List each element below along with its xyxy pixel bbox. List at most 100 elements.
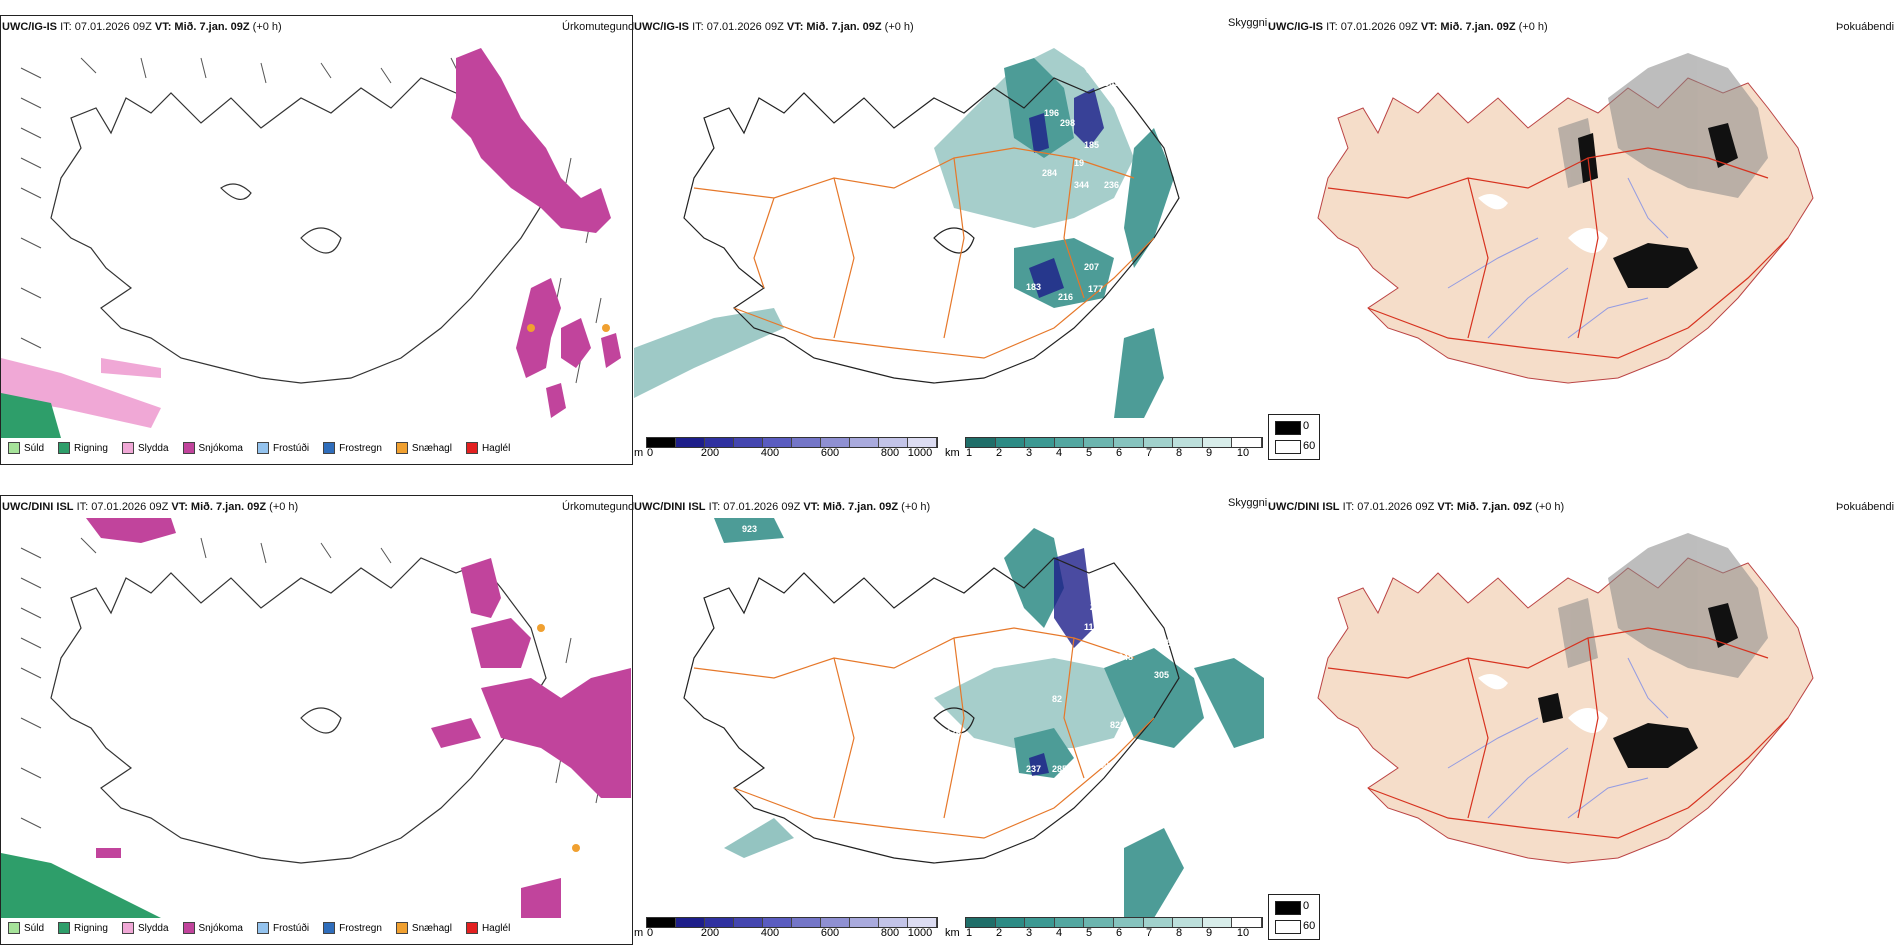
valid-time: Mið. 7.jan. 09Z xyxy=(822,501,899,513)
cloud-base-labels: 549 509 196 298 185 19 284 344 236 236 8… xyxy=(1026,65,1244,380)
legend-label: Slydda xyxy=(137,922,169,934)
haglel-swatch xyxy=(465,922,478,934)
rivers xyxy=(1447,177,1669,339)
panel-title-visibility-row2: Skyggni xyxy=(1228,497,1268,509)
legend-item-slydda: Slydda xyxy=(121,440,169,456)
cloud-label: 509 xyxy=(1104,78,1119,88)
slydda-swatch xyxy=(121,442,134,454)
cloud-label: 844 xyxy=(1166,370,1181,380)
legend-label: Rigning xyxy=(74,922,108,934)
legend-label: Súld xyxy=(24,442,45,454)
vis-bar-tick: 8 xyxy=(1175,447,1183,459)
valid-label: VT: xyxy=(171,501,188,513)
visibility-colorbar-row1: km 1 2 3 4 5 6 7 8 9 10 xyxy=(945,437,1265,467)
vis-bar-tick: 3 xyxy=(1025,927,1033,939)
fog-legend-row1: 0 60 xyxy=(1268,414,1320,460)
legend-item-frostudi: Frostúði xyxy=(256,920,309,936)
cloud-label: 216 xyxy=(1058,292,1073,302)
cloud-bar-tick: 1000 xyxy=(907,927,933,939)
legend-item-sudd: Súld xyxy=(8,920,44,936)
model-name: UWC/IG-IS xyxy=(634,21,689,33)
panel-title-fog-row2: Þokuábendi xyxy=(1836,501,1895,513)
visibility-areas xyxy=(714,518,1264,918)
roads xyxy=(1327,627,1789,839)
legend-item-haglel: Haglél xyxy=(465,920,511,936)
vis-bar-tick: 2 xyxy=(995,927,1003,939)
panel-header-row2-p1: UWC/DINI ISL IT: 07.01.2026 09Z VT: Mið.… xyxy=(2,501,298,513)
precip-type-panel-row1 xyxy=(0,15,633,465)
cloud-bar-unit: m xyxy=(634,927,644,939)
valid-label: VT: xyxy=(803,501,820,513)
cloud-label: 285 xyxy=(1052,764,1067,774)
legend-item-frostregn: Frostregn xyxy=(323,440,382,456)
vis-bar-tick: 7 xyxy=(1145,447,1153,459)
fog-legend-row2: 0 60 xyxy=(1268,894,1320,940)
panel-header-row2-p2: UWC/DINI ISL IT: 07.01.2026 09Z VT: Mið.… xyxy=(634,501,930,513)
valid-label: VT: xyxy=(1420,21,1438,33)
legend-item-snjokoma: Snjókoma xyxy=(182,920,243,936)
cloud-bar-tick: 0 xyxy=(646,447,654,459)
cloud-base-colorbar-strip xyxy=(646,917,938,928)
cloud-label: 177 xyxy=(1088,284,1103,294)
model-name: UWC/IG-IS xyxy=(2,21,57,33)
fog-map-row1 xyxy=(1317,53,1814,384)
legend-label: Frostregn xyxy=(339,922,382,934)
panel-title-visibility-row1: Skyggni xyxy=(1228,17,1268,29)
road-network xyxy=(693,147,1155,359)
low-cloud-areas xyxy=(1029,548,1094,776)
fog-dark-areas xyxy=(1538,603,1738,768)
vis-bar-tick: 8 xyxy=(1175,927,1183,939)
valid-label: VT: xyxy=(786,21,804,33)
legend-item-haglel: Haglél xyxy=(465,440,511,456)
cloud-label: 344 xyxy=(1074,180,1089,190)
slydda-swatch xyxy=(121,922,134,934)
vis-bar-tick: 1 xyxy=(965,927,973,939)
cloud-label: 305 xyxy=(1154,670,1169,680)
model-name: UWC/IG-IS xyxy=(1268,21,1323,33)
cloud-bar-tick: 800 xyxy=(880,927,900,939)
vis-bar-tick: 6 xyxy=(1115,927,1123,939)
low-cloud-areas xyxy=(1029,88,1104,298)
legend-label: Súld xyxy=(24,922,45,934)
snaehagl-swatch xyxy=(395,442,408,454)
vis-bar-tick: 3 xyxy=(1025,447,1033,459)
cloud-bar-tick: 1000 xyxy=(907,447,933,459)
glacier-white xyxy=(1478,194,1608,253)
haglel-swatch xyxy=(465,442,478,454)
legend-item-snjokoma: Snjókoma xyxy=(182,440,243,456)
cloud-bar-tick: 800 xyxy=(880,447,900,459)
cloud-label: 549 xyxy=(1086,65,1101,75)
vis-bar-tick: 2 xyxy=(995,447,1003,459)
legend-label: Haglél xyxy=(481,922,511,934)
model-name: UWC/DINI ISL xyxy=(2,501,74,513)
frostregn-swatch xyxy=(323,442,336,454)
snaehagl-swatch xyxy=(395,922,408,934)
vis-bar-unit: km xyxy=(945,927,960,939)
cloud-label: 19 xyxy=(1074,158,1084,168)
legend-label: Rigning xyxy=(74,442,108,454)
legend-label: Haglél xyxy=(481,442,511,454)
sudd-swatch xyxy=(8,442,20,454)
legend-item-frostregn: Frostregn xyxy=(323,920,382,936)
cloud-bar-tick: 200 xyxy=(700,447,720,459)
cloud-bar-tick: 400 xyxy=(760,927,780,939)
cloud-label: 236 xyxy=(1104,180,1119,190)
sleet-areas xyxy=(1,358,161,428)
cloud-label: 895 xyxy=(1229,200,1244,210)
cloud-label: 365 xyxy=(1156,638,1171,648)
iceland-outline xyxy=(683,557,1180,864)
init-time: IT: 07.01.2026 09Z xyxy=(708,501,801,513)
visibility-colorbar-row2: km 1 2 3 4 5 6 7 8 9 10 xyxy=(945,917,1265,947)
cloud-bar-tick: 200 xyxy=(700,927,720,939)
cloud-bar-tick: 400 xyxy=(760,447,780,459)
cloud-label: 20 xyxy=(1090,602,1100,612)
legend-item-sudd: Súld xyxy=(8,440,44,456)
fog-dark-swatch xyxy=(1275,901,1301,915)
precip-map-row1 xyxy=(1,48,621,438)
vis-bar-tick: 5 xyxy=(1085,447,1093,459)
init-time: IT: 07.01.2026 09Z xyxy=(60,21,152,33)
fog-dark-label: 0 xyxy=(1303,420,1310,432)
cloud-label: 821 xyxy=(1110,720,1125,730)
cloud-label: 923 xyxy=(742,524,757,534)
cloud-base-labels: 923 20 115 225 348 365 305 82 176 821 23… xyxy=(742,524,1171,788)
